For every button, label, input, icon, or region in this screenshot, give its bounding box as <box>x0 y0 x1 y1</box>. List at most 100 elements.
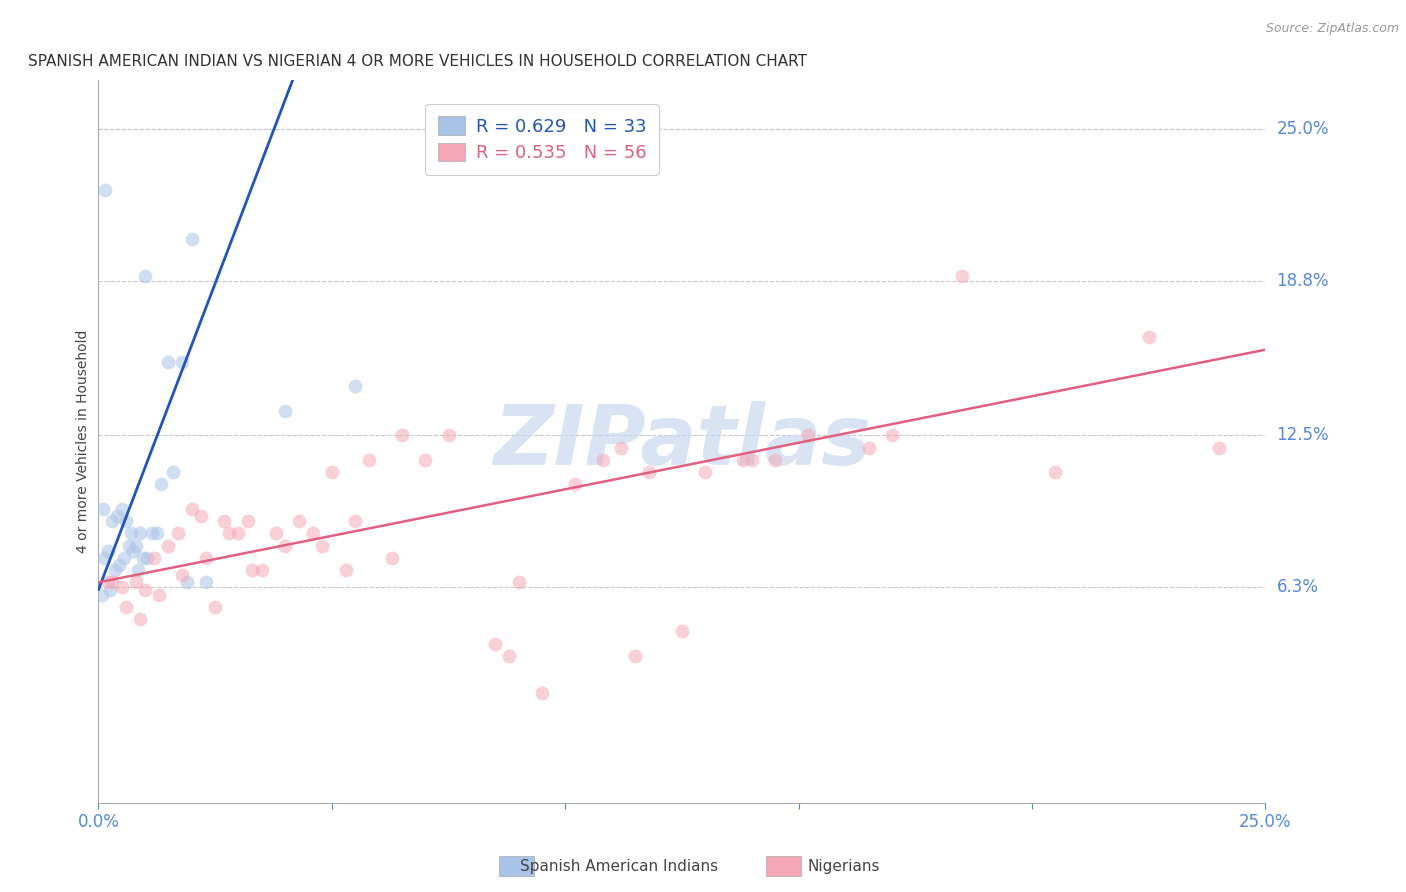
Point <box>228 526 250 541</box>
Point <box>141 526 163 541</box>
Point <box>194 550 217 565</box>
Point <box>335 563 357 577</box>
Point <box>344 379 367 393</box>
Point <box>484 637 506 651</box>
Point <box>98 582 121 597</box>
Point <box>624 648 647 663</box>
Point <box>880 428 903 442</box>
Point <box>763 453 786 467</box>
Point <box>172 355 194 369</box>
Point <box>143 550 166 565</box>
Point <box>194 575 217 590</box>
Point <box>97 543 120 558</box>
Point <box>134 269 156 284</box>
Point <box>180 502 202 516</box>
Point <box>638 465 661 479</box>
Point <box>391 428 413 442</box>
Point <box>105 509 128 524</box>
Point <box>136 550 159 565</box>
Point <box>413 453 436 467</box>
Text: Spanish American Indians: Spanish American Indians <box>520 859 717 874</box>
Point <box>111 502 134 516</box>
Point <box>112 550 135 565</box>
Point <box>120 526 142 541</box>
Point <box>311 539 333 553</box>
Point <box>129 526 152 541</box>
Legend: R = 0.629   N = 33, R = 0.535   N = 56: R = 0.629 N = 33, R = 0.535 N = 56 <box>425 103 659 175</box>
Point <box>129 612 152 626</box>
Point <box>302 526 325 541</box>
Point <box>94 184 117 198</box>
Point <box>150 477 173 491</box>
Point <box>695 465 717 479</box>
Point <box>166 526 188 541</box>
Text: ZIPatlas: ZIPatlas <box>494 401 870 482</box>
Point <box>731 453 754 467</box>
Point <box>344 514 367 528</box>
Point <box>236 514 259 528</box>
Point <box>218 526 240 541</box>
Point <box>101 514 124 528</box>
Point <box>104 563 127 577</box>
Point <box>146 526 169 541</box>
Point <box>148 588 170 602</box>
Point <box>498 648 520 663</box>
Point <box>91 588 114 602</box>
Text: 18.8%: 18.8% <box>1277 272 1329 290</box>
Point <box>93 550 115 565</box>
Point <box>122 543 145 558</box>
Point <box>564 477 586 491</box>
Point <box>741 453 763 467</box>
Point <box>264 526 287 541</box>
Point <box>381 550 404 565</box>
Point <box>858 441 880 455</box>
Point <box>1208 441 1230 455</box>
Point <box>242 563 264 577</box>
Point <box>125 539 148 553</box>
Point <box>610 441 633 455</box>
Point <box>115 599 138 614</box>
Point <box>118 539 141 553</box>
Point <box>359 453 381 467</box>
Point <box>97 575 120 590</box>
Point <box>115 514 138 528</box>
Point <box>162 465 184 479</box>
Point <box>288 514 311 528</box>
Point <box>157 355 180 369</box>
Point <box>172 568 194 582</box>
Point <box>134 582 156 597</box>
Point <box>671 624 693 639</box>
Point <box>950 269 973 284</box>
Text: 12.5%: 12.5% <box>1277 426 1329 444</box>
Point <box>274 404 297 418</box>
Point <box>321 465 343 479</box>
Y-axis label: 4 or more Vehicles in Household: 4 or more Vehicles in Household <box>76 330 90 553</box>
Text: Source: ZipAtlas.com: Source: ZipAtlas.com <box>1265 22 1399 36</box>
Point <box>250 563 273 577</box>
Point <box>530 685 553 699</box>
Point <box>125 575 148 590</box>
Text: 6.3%: 6.3% <box>1277 578 1319 596</box>
Point <box>437 428 460 442</box>
Point <box>1045 465 1067 479</box>
Point <box>592 453 614 467</box>
Point <box>204 599 226 614</box>
Point <box>214 514 236 528</box>
Point <box>1137 330 1160 344</box>
Point <box>797 428 820 442</box>
Point <box>132 550 155 565</box>
Point <box>108 558 131 573</box>
Point <box>508 575 530 590</box>
Point <box>180 232 202 246</box>
Point <box>190 509 212 524</box>
Point <box>157 539 180 553</box>
Point <box>176 575 198 590</box>
Text: SPANISH AMERICAN INDIAN VS NIGERIAN 4 OR MORE VEHICLES IN HOUSEHOLD CORRELATION : SPANISH AMERICAN INDIAN VS NIGERIAN 4 OR… <box>28 54 807 70</box>
Text: Nigerians: Nigerians <box>807 859 880 874</box>
Point <box>274 539 297 553</box>
Point <box>91 502 114 516</box>
Point <box>127 563 149 577</box>
Point <box>111 580 134 594</box>
Text: 25.0%: 25.0% <box>1277 120 1329 138</box>
Point <box>101 575 124 590</box>
